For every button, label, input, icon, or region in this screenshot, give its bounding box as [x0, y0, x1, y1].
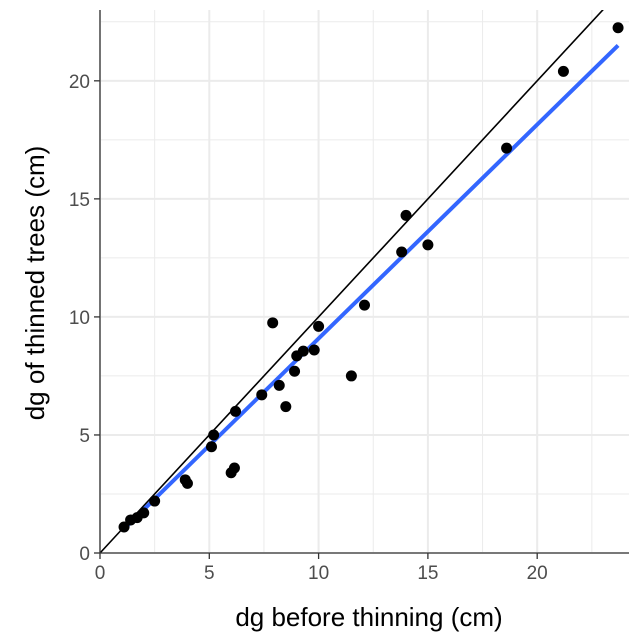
- data-points: [118, 22, 624, 533]
- y-tick-label: 15: [69, 190, 90, 211]
- y-axis-title: dg of thinned trees (cm): [20, 146, 50, 421]
- data-point: [118, 521, 130, 533]
- data-point: [230, 405, 242, 417]
- data-point: [267, 317, 279, 329]
- data-point: [313, 320, 325, 332]
- reference-line-1to1: [100, 10, 604, 553]
- x-tick-label: 5: [204, 563, 215, 584]
- y-tick-label: 10: [69, 308, 90, 329]
- y-tick-label: 0: [79, 544, 90, 565]
- grid-lines: [99, 10, 629, 554]
- data-point: [501, 142, 513, 154]
- x-tick-label: 20: [527, 563, 548, 584]
- data-point: [557, 65, 569, 77]
- data-point: [396, 246, 408, 258]
- x-tick-label: 10: [308, 563, 329, 584]
- data-point: [308, 344, 320, 356]
- data-point: [256, 389, 268, 401]
- regression-fit-line: [122, 43, 620, 531]
- x-axis-title: dg before thinning (cm): [235, 602, 502, 632]
- data-point: [181, 477, 193, 489]
- data-point: [289, 365, 301, 377]
- data-point: [345, 370, 357, 382]
- data-point: [228, 462, 240, 474]
- tick-labels: 0 5 10 15 20 0 5 10 15 20: [69, 72, 548, 584]
- axes: [94, 10, 629, 559]
- data-point: [205, 441, 217, 453]
- data-point: [400, 209, 412, 221]
- y-tick-label: 20: [69, 72, 90, 93]
- data-point: [149, 495, 161, 507]
- data-point: [280, 401, 292, 413]
- y-tick-label: 5: [79, 426, 90, 447]
- x-tick-label: 15: [417, 563, 438, 584]
- trend-lines: [100, 10, 620, 553]
- x-tick-label: 0: [95, 563, 106, 584]
- data-point: [208, 429, 220, 441]
- data-point: [422, 239, 434, 251]
- data-point: [273, 379, 285, 391]
- data-point: [297, 345, 309, 357]
- data-point: [138, 507, 150, 519]
- data-point: [612, 22, 624, 34]
- data-point: [359, 299, 370, 311]
